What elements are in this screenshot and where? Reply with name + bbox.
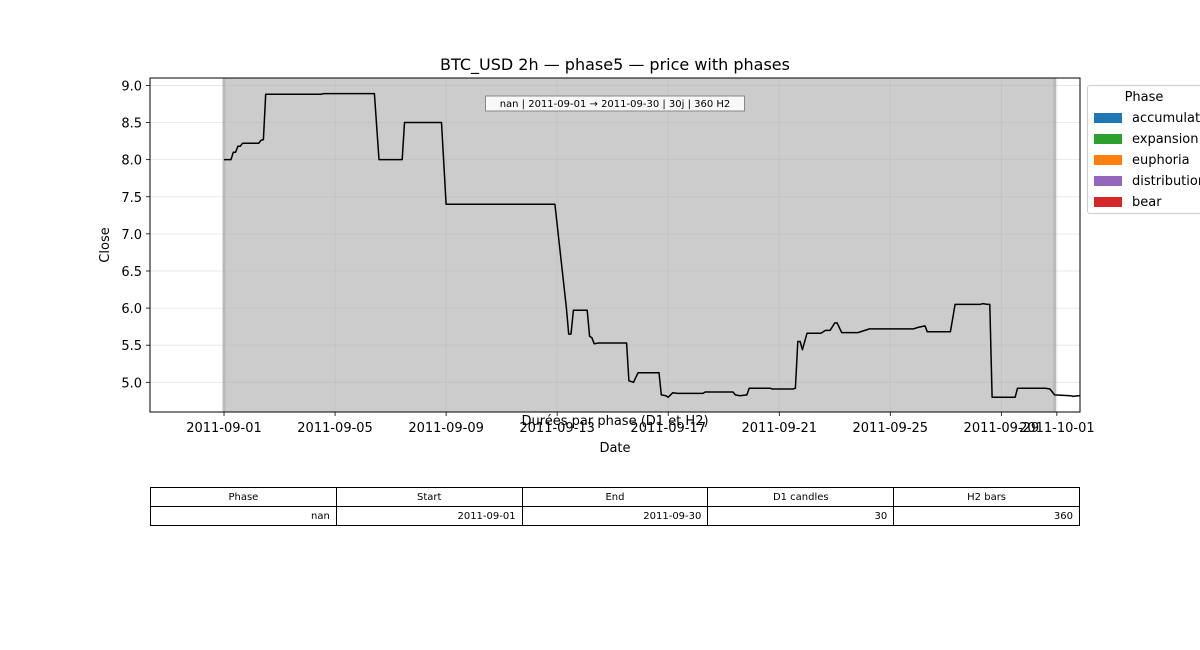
legend-swatch-distribution <box>1094 176 1122 186</box>
plot-frame <box>149 77 1081 413</box>
y-tick-label: 7.5 <box>121 191 142 206</box>
table-header-h2-bars: H2 bars <box>893 487 1080 507</box>
legend-label-bear: bear <box>1132 194 1162 210</box>
legend-item-accumulation: accumulation <box>1094 109 1200 127</box>
annotation-box <box>485 95 745 112</box>
y-tick-label: 9.0 <box>121 79 142 94</box>
phase-duration-table: Phase Start End D1 candles H2 bars nan 2… <box>150 487 1080 526</box>
table-cell-h2-bars: 360 <box>893 506 1080 526</box>
legend-swatch-bear <box>1094 197 1122 207</box>
table-title: Durées par phase (D1 et H2) <box>521 414 709 429</box>
legend: Phase accumulation expansion euphoria di… <box>1087 85 1200 214</box>
price-line <box>224 92 1080 398</box>
chart-title: BTC_USD 2h — phase5 — price with phases <box>440 55 790 75</box>
table-header-row: Phase Start End D1 candles H2 bars <box>150 487 1080 507</box>
x-tick-label: 2011-10-01 <box>1019 421 1095 436</box>
table-header-phase: Phase <box>150 487 337 507</box>
phase-annotation: nan | 2011-09-01 → 2011-09-30 | 30j | 36… <box>485 95 745 112</box>
table-header-d1-candles: D1 candles <box>707 487 895 507</box>
table-cell-phase: nan <box>150 506 337 526</box>
annotation-text: nan | 2011-09-01 → 2011-09-30 | 30j | 36… <box>500 99 731 110</box>
legend-label-euphoria: euphoria <box>1132 152 1190 168</box>
legend-label-distribution: distribution <box>1132 173 1200 189</box>
x-tick-label: 2011-09-29 <box>964 421 1040 436</box>
legend-item-euphoria: euphoria <box>1094 151 1190 169</box>
legend-swatch-accumulation <box>1094 113 1122 123</box>
y-tick-label: 8.0 <box>121 154 142 169</box>
legend-swatch-expansion <box>1094 134 1122 144</box>
y-tick-label: 6.0 <box>121 302 142 317</box>
table-cell-d1-candles: 30 <box>707 506 895 526</box>
x-tick-label: 2011-09-09 <box>408 421 484 436</box>
x-axis-label: Date <box>599 441 630 456</box>
legend-item-expansion: expansion <box>1094 130 1199 148</box>
legend-item-distribution: distribution <box>1094 172 1200 190</box>
legend-label-accumulation: accumulation <box>1132 110 1200 126</box>
x-tick-label: 2011-09-05 <box>297 421 373 436</box>
x-tick-label: 2011-09-17 <box>630 421 706 436</box>
legend-label-expansion: expansion <box>1132 131 1199 147</box>
legend-item-bear: bear <box>1094 193 1162 211</box>
y-axis-label: Close <box>98 227 113 262</box>
table-cell-end: 2011-09-30 <box>521 506 709 526</box>
legend-title: Phase <box>1124 90 1164 105</box>
table-header-end: End <box>521 487 709 507</box>
y-tick-label: 5.0 <box>121 376 142 391</box>
y-tick-label: 6.5 <box>121 265 142 280</box>
x-tick-label: 2011-09-21 <box>741 421 817 436</box>
phase-span <box>224 78 1055 412</box>
table-row: nan 2011-09-01 2011-09-30 30 360 <box>150 506 1080 526</box>
x-tick-label: 2011-09-13 <box>519 421 595 436</box>
table-cell-start: 2011-09-01 <box>335 506 523 526</box>
legend-swatch-euphoria <box>1094 155 1122 165</box>
x-tick-label: 2011-09-25 <box>853 421 929 436</box>
y-tick-label: 5.5 <box>121 339 142 354</box>
y-tick-label: 7.0 <box>121 228 142 243</box>
x-tick-label: 2011-09-01 <box>186 421 262 436</box>
y-tick-label: 8.5 <box>121 117 142 132</box>
table-header-start: Start <box>335 487 523 507</box>
